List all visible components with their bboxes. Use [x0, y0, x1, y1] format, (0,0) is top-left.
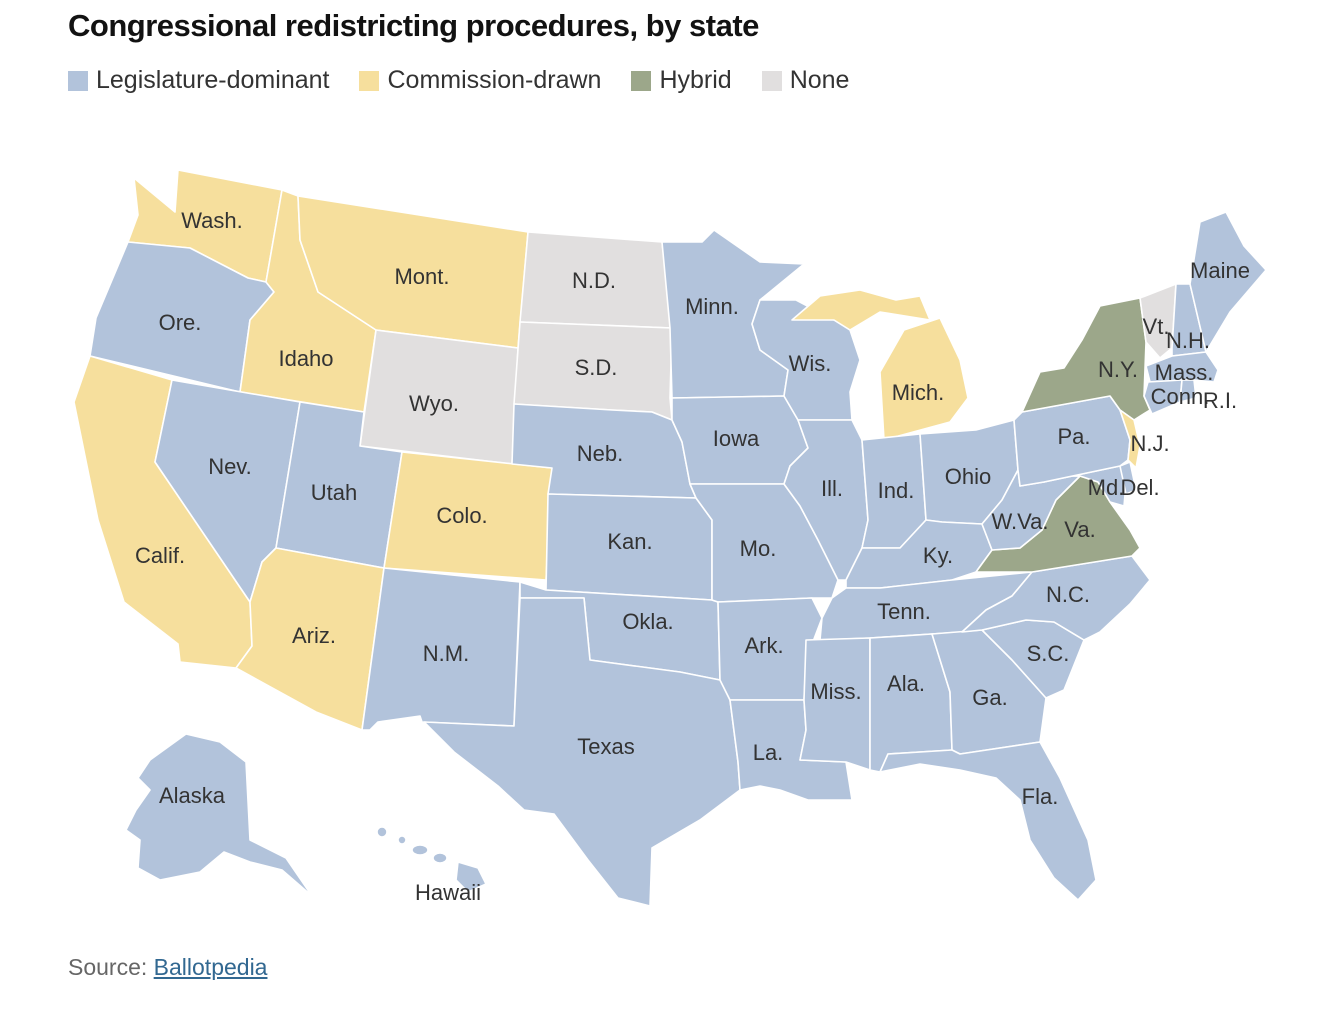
label-miss: Miss. [810, 679, 861, 704]
label-nd: N.D. [572, 268, 616, 293]
state-ri[interactable] [1179, 379, 1197, 403]
label-ala: Ala. [887, 671, 925, 696]
label-nh: N.H. [1166, 328, 1210, 353]
legend-item-hybrid: Hybrid [631, 66, 732, 95]
legend-label-hybrid: Hybrid [659, 66, 732, 94]
state-nc[interactable] [961, 555, 1151, 641]
label-calif: Calif. [135, 543, 185, 568]
label-sc: S.C. [1027, 641, 1070, 666]
label-kan: Kan. [607, 529, 652, 554]
label-colo: Colo. [436, 503, 487, 528]
label-hawaii: Hawaii [415, 880, 481, 905]
label-nev: Nev. [208, 454, 252, 479]
legend: Legislature-dominant Commission-drawn Hy… [68, 66, 879, 95]
state-conn[interactable] [1143, 379, 1183, 415]
label-mass: Mass. [1155, 360, 1214, 385]
label-minn: Minn. [685, 294, 739, 319]
state-miss[interactable] [799, 637, 871, 771]
state-del[interactable] [1119, 461, 1137, 495]
label-alaska: Alaska [159, 783, 226, 808]
label-fla: Fla. [1022, 784, 1059, 809]
label-va: Va. [1064, 517, 1095, 542]
label-vt: Vt. [1143, 314, 1170, 339]
label-wis: Wis. [789, 351, 832, 376]
legend-item-legislature: Legislature-dominant [68, 66, 329, 95]
state-mich[interactable] [791, 289, 969, 441]
chart-title: Congressional redistricting procedures, … [68, 8, 759, 43]
state-hawaii[interactable] [376, 826, 487, 893]
label-wyo: Wyo. [409, 391, 459, 416]
label-ny: N.Y. [1098, 357, 1138, 382]
label-ohio: Ohio [945, 464, 991, 489]
label-wva: W.Va. [991, 509, 1048, 534]
label-del: Del. [1120, 475, 1159, 500]
label-la: La. [753, 740, 784, 765]
legend-item-none: None [761, 66, 850, 95]
label-okla: Okla. [622, 609, 673, 634]
label-mo: Mo. [740, 536, 777, 561]
label-wash: Wash. [181, 208, 243, 233]
label-texas: Texas [577, 734, 634, 759]
label-ark: Ark. [744, 633, 783, 658]
label-neb: Neb. [577, 441, 623, 466]
label-mont: Mont. [394, 264, 449, 289]
state-nj[interactable] [1119, 409, 1141, 469]
label-iowa: Iowa [713, 426, 760, 451]
legend-label-commission: Commission-drawn [387, 66, 602, 94]
legend-label-legislature: Legislature-dominant [96, 66, 330, 94]
label-pa: Pa. [1057, 424, 1090, 449]
label-utah: Utah [311, 480, 357, 505]
label-conn: Conn. [1151, 384, 1210, 409]
legend-swatch-hybrid [631, 70, 652, 91]
legend-item-commission: Commission-drawn [359, 66, 601, 95]
state-ariz[interactable] [235, 547, 385, 731]
source-note: Source: Ballotpedia [68, 954, 267, 981]
source-prefix: Source: [68, 954, 154, 980]
label-ga: Ga. [972, 685, 1007, 710]
state-vt[interactable] [1139, 283, 1177, 359]
legend-swatch-legislature [68, 70, 88, 91]
label-nj: N.J. [1130, 431, 1169, 456]
state-alaska[interactable] [125, 733, 313, 897]
label-maine: Maine [1190, 258, 1250, 283]
label-sd: S.D. [575, 355, 618, 380]
label-ky: Ky. [923, 543, 953, 568]
label-nm: N.M. [423, 641, 469, 666]
state-fla[interactable] [879, 741, 1097, 901]
state-labels: Wash. Ore. Calif. Idaho Nev. Mont. Wyo. … [135, 208, 1250, 905]
legend-label-none: None [789, 66, 850, 94]
label-tenn: Tenn. [877, 599, 931, 624]
label-idaho: Idaho [278, 346, 333, 371]
legend-swatch-none [761, 70, 782, 91]
state-texas[interactable] [423, 597, 741, 907]
label-ariz: Ariz. [292, 623, 336, 648]
label-ind: Ind. [878, 478, 915, 503]
source-link[interactable]: Ballotpedia [153, 954, 268, 980]
label-mich: Mich. [892, 380, 945, 405]
label-nc: N.C. [1046, 582, 1090, 607]
label-md: Md. [1088, 475, 1125, 500]
legend-swatch-commission [359, 70, 380, 91]
label-ri: R.I. [1203, 388, 1237, 413]
state-maine[interactable] [1189, 211, 1267, 353]
label-ill: Ill. [821, 476, 843, 501]
label-ore: Ore. [159, 310, 202, 335]
